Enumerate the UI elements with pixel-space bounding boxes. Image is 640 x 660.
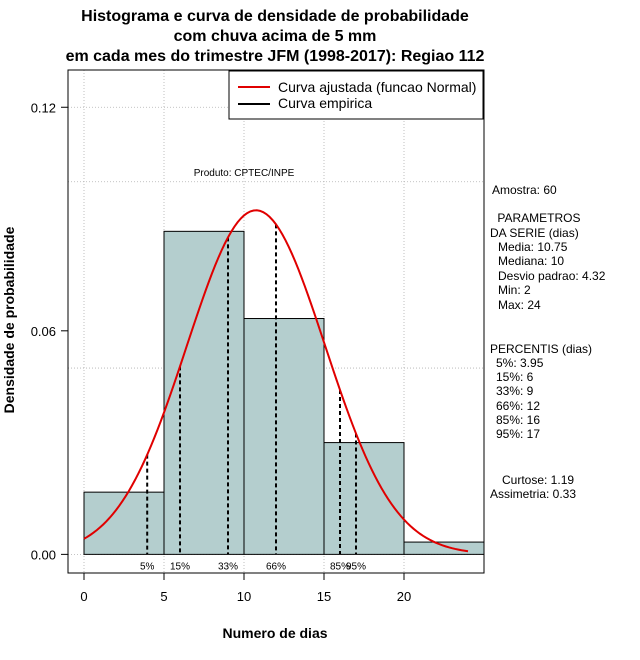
percentile-label-3: 66% bbox=[266, 561, 286, 572]
percentile-label-1: 15% bbox=[170, 561, 190, 572]
x-tick-label-2: 10 bbox=[237, 589, 251, 604]
percentile-66: 66%: 12 bbox=[496, 399, 540, 413]
histogram-bar-2 bbox=[243, 318, 325, 555]
x-tick-label-4: 20 bbox=[397, 589, 411, 604]
legend-label-empirical: Curva empirica bbox=[278, 95, 372, 111]
x-axis: 0 5 10 15 20 bbox=[80, 572, 411, 604]
percentiles-header: PERCENTIS (dias) bbox=[490, 342, 592, 356]
statistics-panel: Amostra: 60 PARAMETROS DA SERIE (dias) M… bbox=[490, 183, 606, 501]
x-tick-label-1: 5 bbox=[160, 589, 167, 604]
normal-curve bbox=[83, 209, 469, 553]
chart-title-line-2: com chuva acima de 5 mm bbox=[174, 28, 377, 45]
x-tick-label-3: 15 bbox=[317, 589, 331, 604]
param-mean: Media: 10.75 bbox=[498, 240, 568, 254]
histogram-bar-0 bbox=[83, 491, 165, 555]
y-axis-title: Densidade de probabilidade bbox=[1, 226, 17, 413]
y-tick-label-0: 0.00 bbox=[31, 547, 56, 562]
param-median: Mediana: 10 bbox=[498, 254, 564, 268]
histogram-bar-1 bbox=[163, 230, 245, 555]
histogram-bars bbox=[83, 230, 485, 555]
param-max: Max: 24 bbox=[498, 298, 541, 312]
skewness: Assimetria: 0.33 bbox=[490, 487, 576, 501]
percentile-33: 33%: 9 bbox=[496, 384, 534, 398]
sample-size: Amostra: 60 bbox=[492, 183, 557, 197]
histogram-bar-4 bbox=[403, 541, 485, 555]
histogram-bar-3 bbox=[323, 442, 405, 555]
x-axis-title: Numero de dias bbox=[222, 625, 327, 641]
percentile-5: 5%: 3.95 bbox=[496, 356, 544, 370]
y-axis: 0.00 0.06 0.12 bbox=[31, 100, 69, 562]
percentile-15: 15%: 6 bbox=[496, 370, 534, 384]
x-tick-label-0: 0 bbox=[80, 589, 87, 604]
legend-box bbox=[228, 70, 484, 120]
legend-label-normal: Curva ajustada (funcao Normal) bbox=[278, 79, 476, 95]
chart-title-line-1: Histograma e curva de densidade de proba… bbox=[81, 8, 469, 25]
percentile-lines: 5% 15% 33% 66% 85%95% bbox=[140, 224, 366, 572]
y-tick-label-1: 0.06 bbox=[31, 324, 56, 339]
legend: Curva ajustada (funcao Normal) Curva emp… bbox=[228, 70, 484, 120]
percentile-label-0: 5% bbox=[140, 561, 155, 572]
params-header-line-2: DA SERIE (dias) bbox=[490, 226, 579, 240]
percentile-label-5: 95% bbox=[346, 561, 366, 572]
percentile-95: 95%: 17 bbox=[496, 427, 540, 441]
params-header-line-1: PARAMETROS bbox=[494, 211, 580, 225]
param-min: Min: 2 bbox=[498, 283, 531, 297]
percentile-label-2: 33% bbox=[218, 561, 238, 572]
y-tick-label-2: 0.12 bbox=[31, 100, 56, 115]
chart-title-line-3: em cada mes do trimestre JFM (1998-2017)… bbox=[66, 48, 485, 65]
param-std-dev: Desvio padrao: 4.32 bbox=[498, 269, 606, 283]
percentile-85: 85%: 16 bbox=[496, 413, 540, 427]
kurtosis: Curtose: 1.19 bbox=[502, 473, 574, 487]
product-credit: Produto: CPTEC/INPE bbox=[194, 168, 295, 179]
percentile-label-4: 85% bbox=[330, 561, 350, 572]
